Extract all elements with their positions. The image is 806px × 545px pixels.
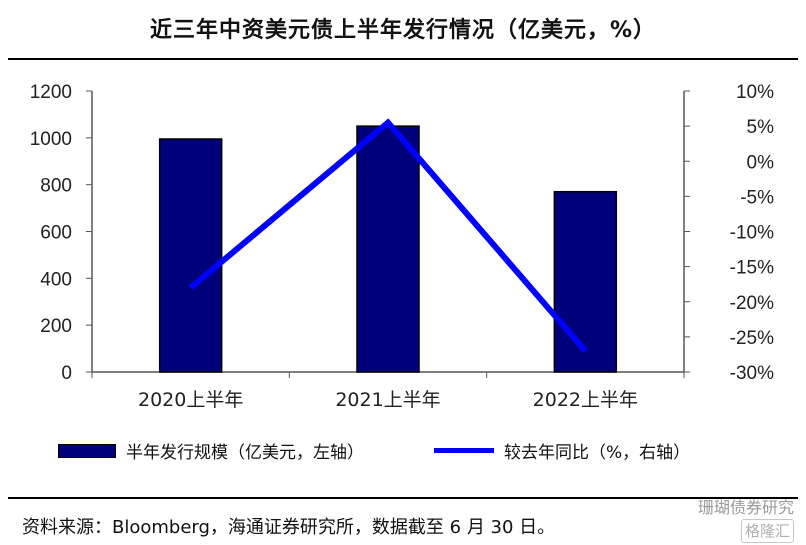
y-right-tick-label: 0% [747,152,775,173]
watermark-text: 珊瑚债券研究 [697,498,794,517]
y-right-tick-label: 10% [736,82,774,103]
x-tick-label: 2020上半年 [138,389,243,411]
legend-label-bar: 半年发行规模（亿美元，左轴） [126,443,364,463]
y-right-tick-label: 5% [747,117,775,138]
source-rule [8,497,798,499]
y-right-tick-label: -30% [730,363,774,384]
y-left-tick-label: 1200 [30,82,72,103]
watermark: 珊瑚债券研究 格隆汇 [697,497,794,543]
y-right-tick-label: -5% [740,187,774,208]
bar [553,190,618,373]
chart-title: 近三年中资美元债上半年发行情况（亿美元，%） [149,18,657,43]
watermark-badge: 格隆汇 [740,519,794,543]
y-right-tick-label: -10% [730,223,774,244]
y-right-tick-label: -25% [730,328,774,349]
legend-swatch-bar [58,443,116,458]
chart-legend: 半年发行规模（亿美元，左轴） 较去年同比（%，右轴） [0,438,806,466]
y-right-tick-label: -15% [730,258,774,279]
y-left-tick-label: 800 [40,176,72,197]
chart-canvas: 0 200 400 600 800 1000 1200 -30% -25% -20% -15% -10… [30,82,775,411]
legend-swatch-line [434,448,494,453]
y-right-tick-label: -20% [730,293,774,314]
source-note: 资料来源：Bloomberg，海通证券研究所，数据截至 6 月 30 日。 [22,517,556,538]
y-left-tick-label: 400 [40,269,72,290]
title-rule [8,58,798,60]
legend-label-line: 较去年同比（%，右轴） [504,443,691,463]
x-tick-label: 2022上半年 [533,389,638,411]
x-tick-label: 2021上半年 [335,389,440,411]
legend-item-bar: 半年发行规模（亿美元，左轴） [58,438,364,463]
y-left-tick-label: 0 [61,363,72,384]
bar [356,125,420,373]
bar [158,138,223,373]
y-left-tick-label: 600 [40,223,72,244]
legend-item-line: 较去年同比（%，右轴） [434,438,690,463]
y-left-tick-label: 200 [40,316,72,337]
y-left-tick-label: 1000 [30,129,72,150]
